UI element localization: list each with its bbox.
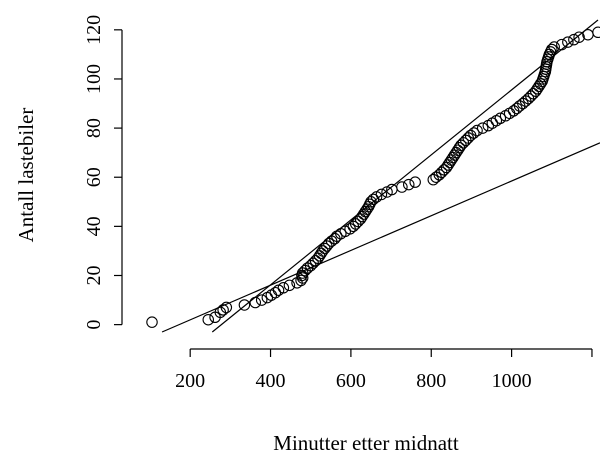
data-point (409, 176, 421, 188)
data-point (277, 282, 290, 294)
plot-layer (146, 19, 600, 333)
data-point (402, 178, 415, 191)
y-tick-label: 0 (83, 320, 105, 330)
data-point (217, 304, 229, 316)
data-point (568, 33, 580, 46)
data-point (476, 122, 489, 134)
y-tick-label: 20 (83, 265, 105, 285)
y-tick-label: 100 (83, 64, 105, 94)
y-tick-label: 120 (83, 15, 105, 45)
data-point (202, 313, 215, 326)
data-point (220, 301, 233, 314)
y-tick-label: 40 (83, 216, 105, 236)
data-point (556, 38, 568, 51)
data-point (249, 296, 262, 309)
x-tick-label: 1000 (492, 370, 532, 392)
axis-layer: 200 400 600 800 1000 0 20 40 60 80 100 120 (83, 15, 593, 392)
fit-line-2 (161, 142, 600, 333)
data-point (283, 279, 296, 292)
x-tick-label: 600 (336, 370, 366, 392)
y-tick-label: 60 (83, 167, 105, 187)
fit-line-1 (211, 19, 599, 333)
data-point (592, 26, 600, 39)
data-point (546, 43, 558, 56)
data-point (573, 31, 585, 43)
data-point (295, 274, 307, 287)
x-axis-title: Minutter etter midnatt (273, 431, 459, 455)
data-point (375, 188, 388, 201)
data-point (548, 41, 560, 53)
data-point (582, 28, 594, 41)
data-point (562, 36, 574, 48)
x-tick-label: 800 (416, 370, 446, 392)
data-point (146, 316, 158, 328)
data-point (468, 127, 480, 139)
data-point (494, 112, 507, 125)
data-point (238, 299, 251, 311)
x-tick-label: 400 (256, 370, 286, 392)
data-point (255, 294, 268, 306)
y-axis-title: Antall lastebiler (14, 108, 38, 243)
y-tick-label: 80 (83, 118, 105, 138)
x-tick-label: 200 (175, 370, 205, 392)
data-point (396, 181, 408, 193)
data-point (471, 124, 483, 137)
